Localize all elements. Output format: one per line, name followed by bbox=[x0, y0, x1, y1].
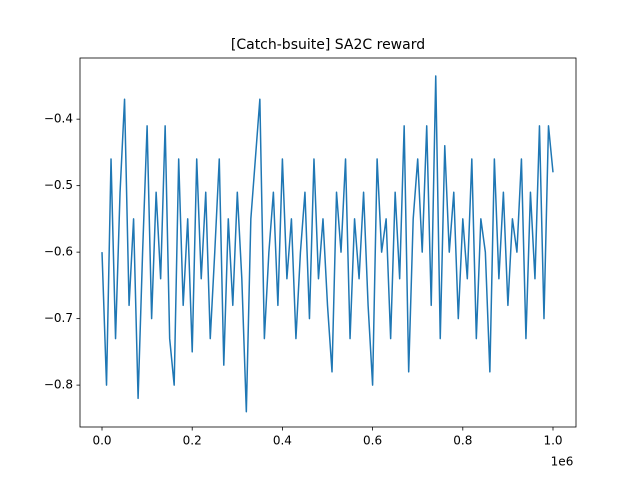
x-tick-label: 0.6 bbox=[363, 434, 382, 448]
data-line bbox=[101, 75, 554, 413]
plot-frame bbox=[79, 57, 577, 428]
y-tick-label: −0.6 bbox=[44, 245, 73, 259]
x-tick-label: 0.0 bbox=[92, 434, 111, 448]
x-tick-label: 1.0 bbox=[543, 434, 562, 448]
x-offset-label: 1e6 bbox=[551, 455, 574, 469]
y-tick-label: −0.8 bbox=[44, 378, 73, 392]
y-tick-label: −0.4 bbox=[44, 112, 73, 126]
x-tick-label: 0.2 bbox=[183, 434, 202, 448]
x-tick-label: 0.8 bbox=[453, 434, 472, 448]
y-tick-label: −0.7 bbox=[44, 311, 73, 325]
x-tick-label: 0.4 bbox=[273, 434, 292, 448]
y-tick-label: −0.5 bbox=[44, 178, 73, 192]
chart-title: [Catch-bsuite] SA2C reward bbox=[231, 37, 425, 53]
